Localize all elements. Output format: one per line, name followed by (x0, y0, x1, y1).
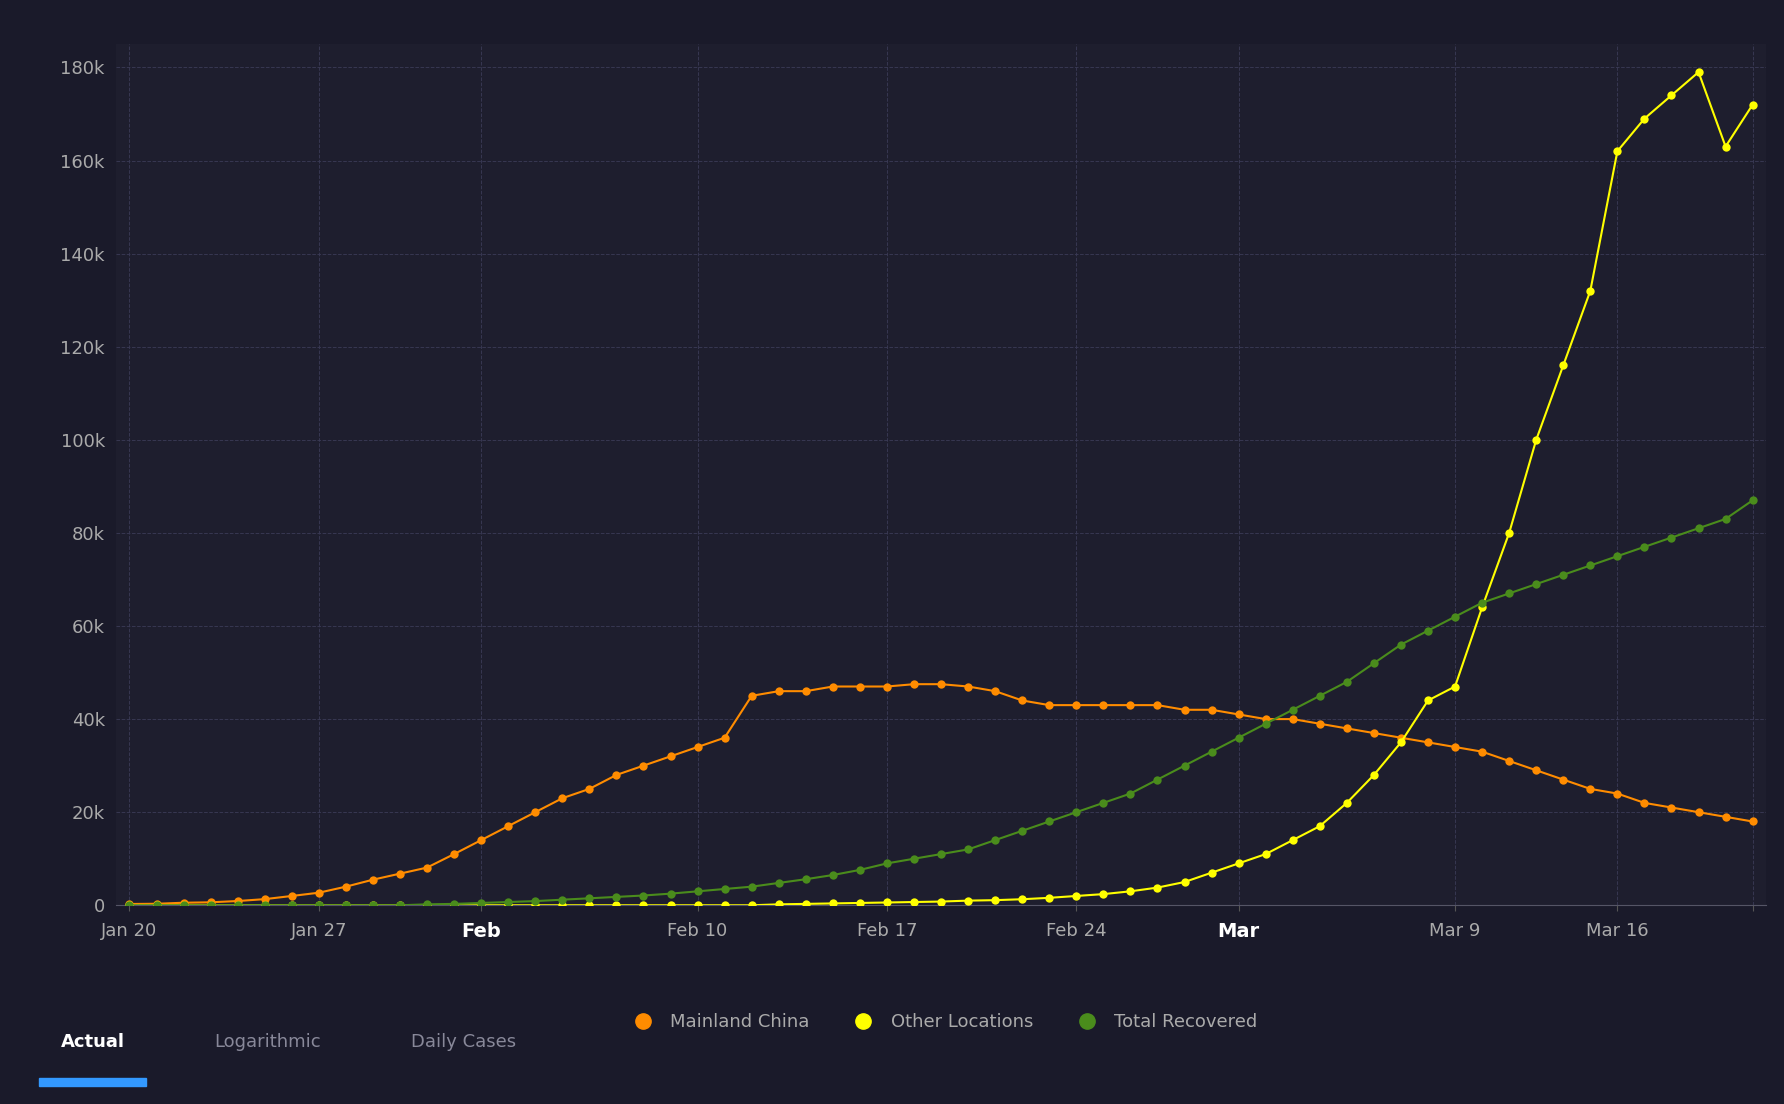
Text: Logarithmic: Logarithmic (214, 1033, 321, 1051)
Legend: Mainland China, Other Locations, Total Recovered: Mainland China, Other Locations, Total R… (617, 1006, 1265, 1039)
FancyBboxPatch shape (39, 1079, 146, 1086)
Text: Daily Cases: Daily Cases (412, 1033, 516, 1051)
Text: Actual: Actual (61, 1033, 125, 1051)
